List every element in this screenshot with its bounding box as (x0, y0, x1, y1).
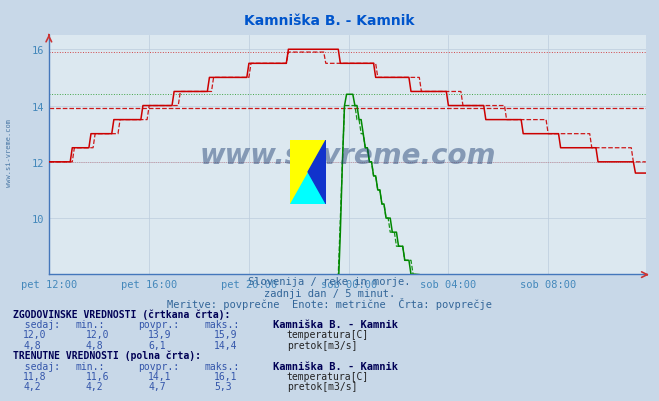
Text: min.:: min.: (76, 361, 105, 371)
Text: Kamniška B. - Kamnik: Kamniška B. - Kamnik (273, 320, 399, 330)
Text: 6,1: 6,1 (148, 340, 166, 350)
Text: 4,2: 4,2 (23, 381, 41, 391)
Text: 12,0: 12,0 (23, 330, 47, 340)
Text: Slovenija / reke in morje.: Slovenija / reke in morje. (248, 277, 411, 287)
Text: maks.:: maks.: (204, 320, 239, 330)
Text: pretok[m3/s]: pretok[m3/s] (287, 381, 357, 391)
Text: 14,1: 14,1 (148, 371, 172, 381)
Text: 15,9: 15,9 (214, 330, 238, 340)
Text: Kamniška B. - Kamnik: Kamniška B. - Kamnik (244, 14, 415, 28)
Text: www.si-vreme.com: www.si-vreme.com (5, 118, 12, 186)
Text: temperatura[C]: temperatura[C] (287, 330, 369, 340)
Text: 13,9: 13,9 (148, 330, 172, 340)
Text: maks.:: maks.: (204, 361, 239, 371)
Text: 11,6: 11,6 (86, 371, 109, 381)
Text: min.:: min.: (76, 320, 105, 330)
Text: 16,1: 16,1 (214, 371, 238, 381)
Text: povpr.:: povpr.: (138, 361, 179, 371)
Text: ZGODOVINSKE VREDNOSTI (črtkana črta):: ZGODOVINSKE VREDNOSTI (črtkana črta): (13, 308, 231, 319)
Text: sedaj:: sedaj: (13, 320, 60, 330)
Text: www.si-vreme.com: www.si-vreme.com (200, 142, 496, 169)
Text: TRENUTNE VREDNOSTI (polna črta):: TRENUTNE VREDNOSTI (polna črta): (13, 350, 201, 360)
Text: 5,3: 5,3 (214, 381, 232, 391)
Text: sedaj:: sedaj: (13, 361, 60, 371)
Text: zadnji dan / 5 minut.: zadnji dan / 5 minut. (264, 288, 395, 298)
Text: Kamniška B. - Kamnik: Kamniška B. - Kamnik (273, 361, 399, 371)
Text: pretok[m3/s]: pretok[m3/s] (287, 340, 357, 350)
Text: 12,0: 12,0 (86, 330, 109, 340)
Polygon shape (308, 140, 326, 205)
Text: 4,8: 4,8 (86, 340, 103, 350)
Text: 14,4: 14,4 (214, 340, 238, 350)
Text: 4,8: 4,8 (23, 340, 41, 350)
Text: temperatura[C]: temperatura[C] (287, 371, 369, 381)
Text: 4,7: 4,7 (148, 381, 166, 391)
Text: Meritve: povprečne  Enote: metrične  Črta: povprečje: Meritve: povprečne Enote: metrične Črta:… (167, 297, 492, 309)
Polygon shape (290, 140, 326, 205)
Polygon shape (290, 140, 326, 205)
Text: 11,8: 11,8 (23, 371, 47, 381)
Text: 4,2: 4,2 (86, 381, 103, 391)
Text: povpr.:: povpr.: (138, 320, 179, 330)
